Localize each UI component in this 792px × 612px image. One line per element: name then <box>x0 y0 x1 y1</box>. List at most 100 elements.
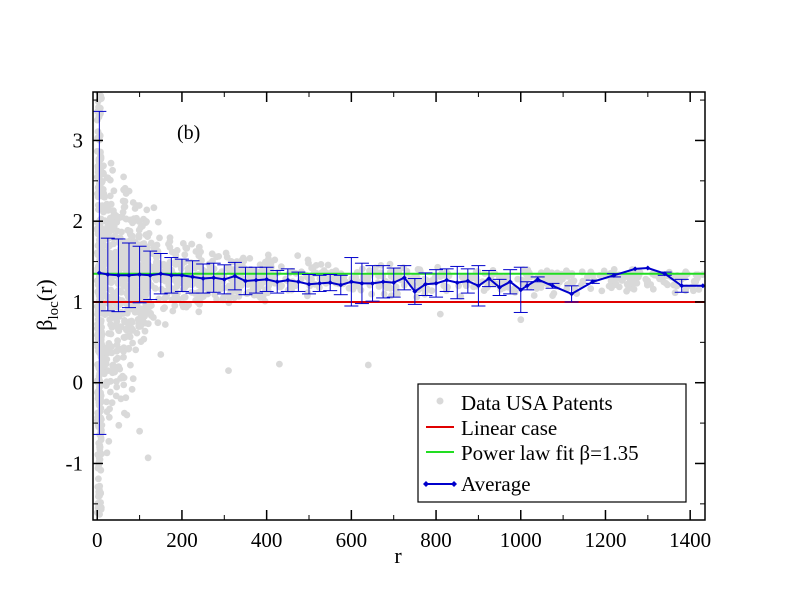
scatter-point <box>225 266 233 274</box>
legend-scatter-marker <box>436 397 444 405</box>
average-point <box>645 265 651 271</box>
scatter-point <box>108 214 115 222</box>
scatter-outlier <box>136 427 144 435</box>
scatter-point <box>96 307 104 314</box>
scatter-point <box>215 253 223 260</box>
y-tick-label: 1 <box>73 290 84 314</box>
scatter-point <box>140 295 148 303</box>
scatter-point <box>108 311 116 318</box>
x-tick-label: 400 <box>251 528 283 552</box>
scatter-point <box>158 285 165 293</box>
scatter-outlier <box>517 316 525 324</box>
scatter-point <box>119 372 126 380</box>
scatter-point <box>109 166 116 174</box>
scatter-point <box>97 499 104 506</box>
y-tick-label: -1 <box>66 451 84 475</box>
axis-ticks: 0 200 400 600 800 1000 1200 1400 -1 0 1 2 3 <box>66 92 711 552</box>
scatter-point <box>421 275 428 283</box>
scatter-point <box>96 359 104 367</box>
scatter-point <box>209 281 217 288</box>
scatter-point <box>97 489 104 497</box>
scatter-point <box>182 244 190 252</box>
scatter-point <box>185 301 193 309</box>
y-axis-title-suffix: (r) <box>32 279 57 301</box>
scatter-point <box>324 261 332 269</box>
scatter-point <box>111 322 118 330</box>
scatter-point <box>392 283 400 291</box>
scatter-point <box>112 356 120 363</box>
scatter-point <box>103 247 111 255</box>
scatter-point <box>117 262 125 269</box>
average-point <box>179 272 185 278</box>
average-point <box>105 272 111 278</box>
scatter-point <box>181 251 189 259</box>
scatter-point <box>570 277 578 285</box>
scatter-point <box>121 334 128 341</box>
scatter-point <box>94 504 102 512</box>
scatter-point <box>204 290 212 298</box>
scatter-point <box>126 361 134 369</box>
average-point <box>274 279 280 285</box>
scatter-point <box>96 131 104 139</box>
scatter-point <box>198 279 205 287</box>
scatter-point <box>125 344 133 352</box>
scatter-point <box>288 286 295 294</box>
average-point <box>338 282 344 288</box>
scatter-point <box>96 241 104 249</box>
average-point <box>285 277 291 283</box>
average-point <box>380 279 386 285</box>
average-point <box>391 280 397 286</box>
y-axis-title-symbol: β <box>32 320 57 331</box>
scatter-point <box>365 273 373 281</box>
scatter-point <box>265 255 272 263</box>
scatter-point <box>128 385 136 393</box>
average-point <box>317 280 323 286</box>
scatter-point <box>120 353 127 361</box>
x-tick-label: 200 <box>166 528 198 552</box>
scatter-point <box>353 269 361 276</box>
scatter-point <box>413 293 421 301</box>
average-point <box>221 276 227 282</box>
scatter-outlier <box>364 361 372 369</box>
scatter-point <box>240 257 248 265</box>
scatter-point <box>188 240 196 248</box>
scatter-point <box>104 221 112 229</box>
average-point <box>550 283 556 289</box>
y-tick-label: 2 <box>73 209 84 233</box>
average-point <box>190 274 196 280</box>
average-point <box>518 287 524 293</box>
scatter-point <box>149 250 157 258</box>
scatter-point <box>137 338 145 345</box>
scatter-point <box>107 330 115 338</box>
reference-lines <box>93 272 705 303</box>
scatter-point <box>304 256 312 264</box>
average-point <box>232 273 238 279</box>
scatter-point <box>623 287 630 295</box>
scatter-point <box>372 264 379 272</box>
scatter-point <box>97 436 105 444</box>
scatter-point <box>552 277 560 285</box>
scatter-point <box>543 267 551 275</box>
scatter-point <box>114 337 121 345</box>
scatter-point <box>166 258 174 266</box>
x-tick-label: 0 <box>92 528 103 552</box>
scatter-point <box>549 292 556 299</box>
scatter-point <box>600 267 608 275</box>
scatter-point <box>144 320 152 328</box>
scatter-point <box>360 274 367 282</box>
scatter-point <box>564 281 571 289</box>
scatter-point <box>174 276 181 283</box>
scatter-point <box>235 280 243 288</box>
scatter-outlier <box>225 367 232 374</box>
scatter-point <box>111 262 119 270</box>
scatter-point <box>304 289 312 297</box>
scatter-point <box>111 368 118 376</box>
scatter-point <box>171 302 179 309</box>
scatter-point <box>143 218 150 226</box>
scatter-point <box>198 286 206 293</box>
scatter-point <box>106 192 114 200</box>
scatter-point <box>132 253 140 261</box>
scatter-point <box>259 279 267 286</box>
average-point <box>486 276 492 282</box>
